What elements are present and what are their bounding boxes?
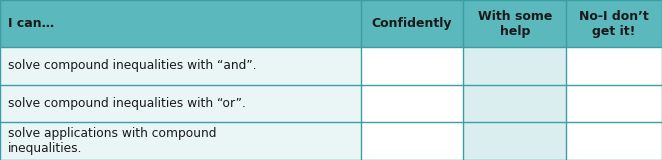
Bar (463, 85, 566, 122)
Bar (361, 47, 463, 85)
Bar (0, 0, 361, 47)
Bar (566, 85, 662, 122)
Bar (463, 0, 566, 47)
Bar (0, 85, 361, 122)
Bar (361, 0, 463, 47)
Text: solve compound inequalities with “or”.: solve compound inequalities with “or”. (8, 97, 246, 110)
Bar (566, 47, 662, 85)
Bar (0, 47, 361, 85)
Bar (361, 85, 463, 122)
Text: With some
help: With some help (477, 10, 552, 38)
Bar (0, 122, 361, 160)
Bar (361, 122, 463, 160)
Text: I can…: I can… (8, 17, 54, 30)
Text: solve applications with compound
inequalities.: solve applications with compound inequal… (8, 127, 216, 155)
Text: solve compound inequalities with “and”.: solve compound inequalities with “and”. (8, 60, 257, 72)
Bar (463, 122, 566, 160)
Text: Confidently: Confidently (372, 17, 452, 30)
Bar (566, 122, 662, 160)
Bar (566, 0, 662, 47)
Text: No-I don’t
get it!: No-I don’t get it! (579, 10, 649, 38)
Bar (463, 47, 566, 85)
